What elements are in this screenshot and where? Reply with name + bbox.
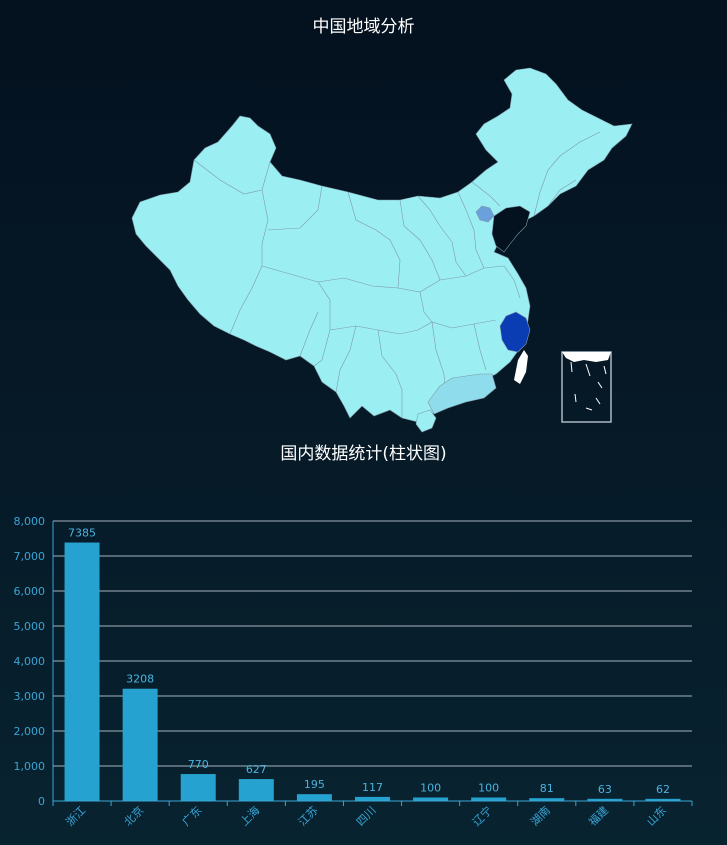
- bar: [64, 542, 100, 801]
- y-tick-label: 1,000: [14, 760, 46, 773]
- data-label: 770: [188, 758, 209, 771]
- bar-chart-title: 国内数据统计(柱状图): [280, 444, 447, 464]
- y-tick-label: 4,000: [14, 655, 46, 668]
- x-tick-label: 广东: [180, 804, 205, 829]
- bar: [296, 794, 332, 801]
- grid-lines: [53, 520, 692, 767]
- data-label: 7385: [68, 527, 96, 540]
- y-tick-label: 6,000: [14, 585, 46, 598]
- bar-chart: 0 1,000 2,000 3,000 4,000 5,000 6,000 7,000 8,00…: [14, 515, 693, 829]
- y-axis-ticks: 0 1,000 2,000 3,000 4,000 5,000 6,000 7,000 8,00…: [14, 515, 46, 808]
- hainan-island[interactable]: [415, 409, 437, 433]
- y-tick-label: 8,000: [14, 515, 46, 528]
- data-label: 62: [656, 783, 670, 796]
- data-label: 3208: [126, 673, 154, 686]
- taiwan-island[interactable]: [514, 350, 528, 384]
- bar: [587, 798, 623, 801]
- x-axis: [52, 521, 693, 806]
- map-title: 中国地域分析: [312, 17, 415, 37]
- data-label: 100: [478, 782, 499, 795]
- zhejiang-region[interactable]: [499, 311, 531, 353]
- y-tick-label: 3,000: [14, 690, 46, 703]
- bar: [238, 779, 274, 801]
- x-tick-label: 北京: [121, 803, 146, 828]
- data-label: 63: [598, 783, 612, 796]
- data-label: 627: [246, 763, 267, 776]
- south-china-sea-inset: [561, 351, 612, 423]
- data-label: 81: [540, 782, 554, 795]
- x-tick-label: 山东: [644, 804, 669, 829]
- china-mainland[interactable]: [131, 67, 633, 423]
- y-tick-label: 0: [38, 795, 45, 808]
- bar: [645, 798, 681, 801]
- bar: [529, 798, 565, 801]
- x-tick-label: 福建: [586, 803, 611, 828]
- bar-series: [64, 542, 681, 801]
- y-tick-label: 7,000: [14, 550, 46, 563]
- province-borders: [193, 131, 601, 418]
- data-label: 195: [304, 778, 325, 791]
- bohai-sea: [491, 205, 531, 253]
- beijing-region[interactable]: [475, 205, 495, 223]
- bar: [122, 688, 158, 801]
- x-tick-label: 上海: [237, 803, 262, 828]
- bar: [180, 774, 216, 801]
- data-labels: 7385 3208 770 627 195 117 100 100 81 63 62: [68, 527, 670, 796]
- y-tick-label: 5,000: [14, 620, 46, 633]
- y-tick-label: 2,000: [14, 725, 46, 738]
- x-tick-label: 浙江: [63, 804, 88, 829]
- data-label: 100: [420, 782, 441, 795]
- x-tick-label: 辽宁: [469, 803, 494, 828]
- china-map[interactable]: [0, 30, 727, 435]
- x-tick-label: 四川: [354, 804, 379, 829]
- guangdong-region[interactable]: [427, 373, 497, 415]
- bar: [471, 797, 507, 801]
- x-tick-label: 江苏: [296, 804, 321, 829]
- bar: [413, 797, 449, 801]
- data-label: 117: [362, 781, 383, 794]
- bar: [355, 796, 390, 801]
- x-tick-label: 湖南: [528, 804, 553, 829]
- x-axis-ticks: 浙江 北京 广东 上海 江苏 四川 辽宁 湖南 福建 山东: [63, 803, 669, 828]
